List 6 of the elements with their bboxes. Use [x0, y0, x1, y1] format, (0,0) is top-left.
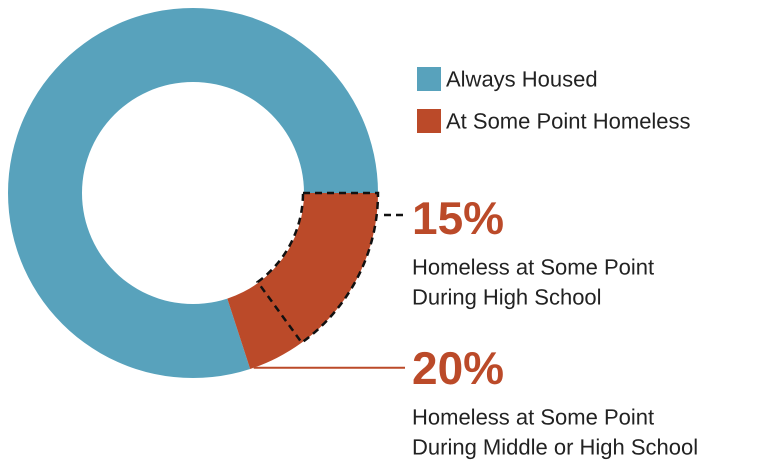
text: Homeless at Some Point During High School: [412, 254, 660, 310]
legend-label: At Some Point Homeless: [446, 108, 691, 134]
legend-label: Always Housed: [446, 66, 598, 92]
text: Homeless at Some Point During Middle or High School: [412, 404, 698, 460]
text: 15%: [412, 192, 504, 244]
text: 20%: [412, 342, 504, 394]
